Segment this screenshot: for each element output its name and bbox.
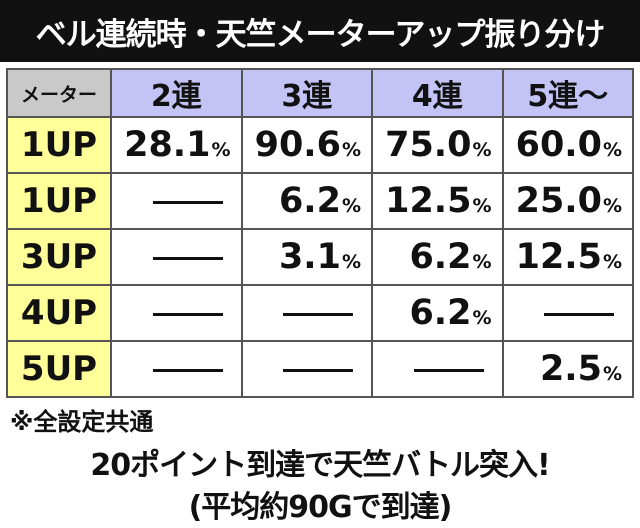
table-row: 1UP 6.2% 12.5% 25.0% xyxy=(6,172,634,230)
table-cell xyxy=(240,340,373,398)
footer-line-2: (平均約90Gで到達) xyxy=(188,490,453,525)
table-cell: 60.0% xyxy=(501,116,634,174)
table-cell: 28.1% xyxy=(110,116,243,174)
dash-mark xyxy=(152,200,223,204)
percent-sign: % xyxy=(341,251,361,273)
page-title: ベル連続時・天竺メーターアップ振り分け xyxy=(0,0,640,62)
cell-value: 12.5 xyxy=(515,237,602,277)
table-cell: 75.0% xyxy=(371,116,504,174)
dash-mark xyxy=(283,368,353,372)
percent-sign: % xyxy=(472,195,492,217)
row-label: 1UP xyxy=(6,116,112,174)
dash-mark xyxy=(152,256,223,260)
table-cell: 3.1% xyxy=(240,228,373,286)
percent-sign: % xyxy=(341,195,361,217)
table-row: 5UP 2.5% xyxy=(6,340,634,398)
cell-value: 75.0 xyxy=(385,125,472,165)
cell-value: 90.6 xyxy=(254,125,341,165)
table-cell: 90.6% xyxy=(240,116,373,174)
table-cell xyxy=(501,284,634,342)
table-row: 1UP 28.1% 90.6% 75.0% 60.0% xyxy=(6,116,634,174)
cell-value: 12.5 xyxy=(385,181,472,221)
cell-value: 60.0 xyxy=(515,125,602,165)
table-cell: 6.2% xyxy=(371,228,504,286)
table-body: 1UP 28.1% 90.6% 75.0% 60.0% 1UP 6.2% 12.5% 25.0%… xyxy=(6,116,634,398)
row-label: 4UP xyxy=(6,284,112,342)
row-label: 5UP xyxy=(6,340,112,398)
column-header-2ren: 2連 xyxy=(110,68,243,118)
percent-sign: % xyxy=(211,139,231,161)
dash-mark xyxy=(152,368,223,372)
table-cell: 12.5% xyxy=(371,172,504,230)
footer-line-1: 20ポイント到達で天竺バトル突入! xyxy=(90,448,550,483)
dash-mark xyxy=(152,312,223,316)
dash-mark xyxy=(544,312,614,316)
table-cell xyxy=(240,284,373,342)
percent-sign: % xyxy=(341,139,361,161)
dash-mark xyxy=(283,312,353,316)
percent-sign: % xyxy=(602,251,622,273)
percent-sign: % xyxy=(602,363,622,385)
table-cell: 6.2% xyxy=(240,172,373,230)
row-label: 3UP xyxy=(6,228,112,286)
percent-sign: % xyxy=(472,251,492,273)
table-cell xyxy=(371,340,504,398)
cell-value: 28.1 xyxy=(124,125,211,165)
table-cell xyxy=(110,340,243,398)
table-header-row: メーター 2連 3連 4連 5連〜 xyxy=(6,68,634,118)
table-cell: 2.5% xyxy=(501,340,634,398)
table-cell: 6.2% xyxy=(371,284,504,342)
percent-sign: % xyxy=(602,139,622,161)
table-row: 3UP 3.1% 6.2% 12.5% xyxy=(6,228,634,286)
cell-value: 6.2 xyxy=(409,237,472,277)
percent-sign: % xyxy=(602,195,622,217)
table-cell xyxy=(110,172,243,230)
column-header-5ren-plus: 5連〜 xyxy=(501,68,634,118)
cell-value: 6.2 xyxy=(278,181,341,221)
column-header-3ren: 3連 xyxy=(240,68,373,118)
cell-value: 6.2 xyxy=(409,293,472,333)
column-header-4ren: 4連 xyxy=(371,68,504,118)
all-settings-note: ※全設定共通 xyxy=(10,408,154,436)
percent-sign: % xyxy=(472,139,492,161)
cell-value: 25.0 xyxy=(515,181,602,221)
meter-column-header: メーター xyxy=(6,68,112,118)
table-cell xyxy=(110,228,243,286)
cell-value: 2.5 xyxy=(539,349,602,389)
row-label: 1UP xyxy=(6,172,112,230)
table-cell: 25.0% xyxy=(501,172,634,230)
dash-mark xyxy=(413,368,484,372)
percent-sign: % xyxy=(472,307,492,329)
table-cell: 12.5% xyxy=(501,228,634,286)
table-cell xyxy=(110,284,243,342)
table-row: 4UP 6.2% xyxy=(6,284,634,342)
cell-value: 3.1 xyxy=(278,237,341,277)
distribution-table: メーター 2連 3連 4連 5連〜 1UP 28.1% 90.6% 75.0% 60.0… xyxy=(6,68,634,398)
